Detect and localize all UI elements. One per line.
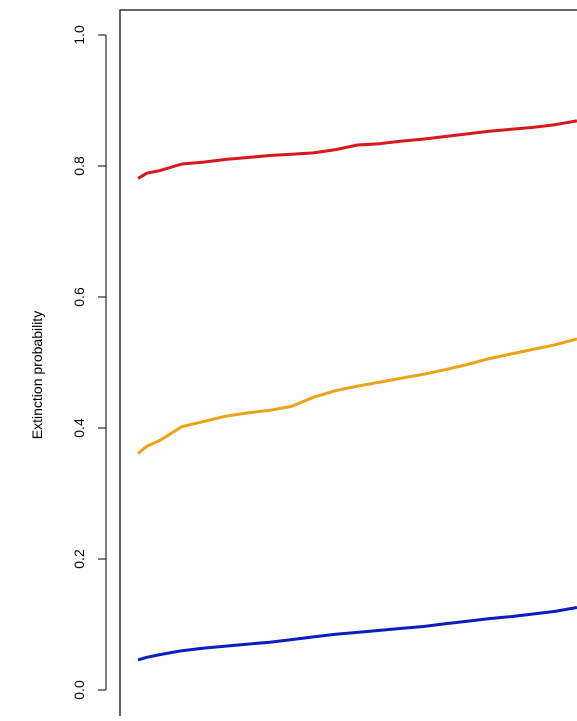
series-line-3 xyxy=(137,606,577,662)
series-line-1 xyxy=(137,119,577,180)
series-layer xyxy=(137,119,577,662)
y-axis: 0.0 0.2 0.4 0.6 0.8 1.0 xyxy=(71,25,107,700)
plot-frame xyxy=(119,9,577,721)
y-tick-label: 0.2 xyxy=(71,549,87,569)
y-axis-label: Extinction probability xyxy=(29,311,45,439)
y-tick-label: 0.0 xyxy=(71,680,87,700)
y-tick-label: 0.6 xyxy=(71,287,87,307)
y-tick-label: 0.8 xyxy=(71,156,87,176)
y-tick-label: 0.4 xyxy=(71,418,87,438)
y-tick-label: 1.0 xyxy=(71,25,87,45)
series-line-2 xyxy=(137,337,577,455)
